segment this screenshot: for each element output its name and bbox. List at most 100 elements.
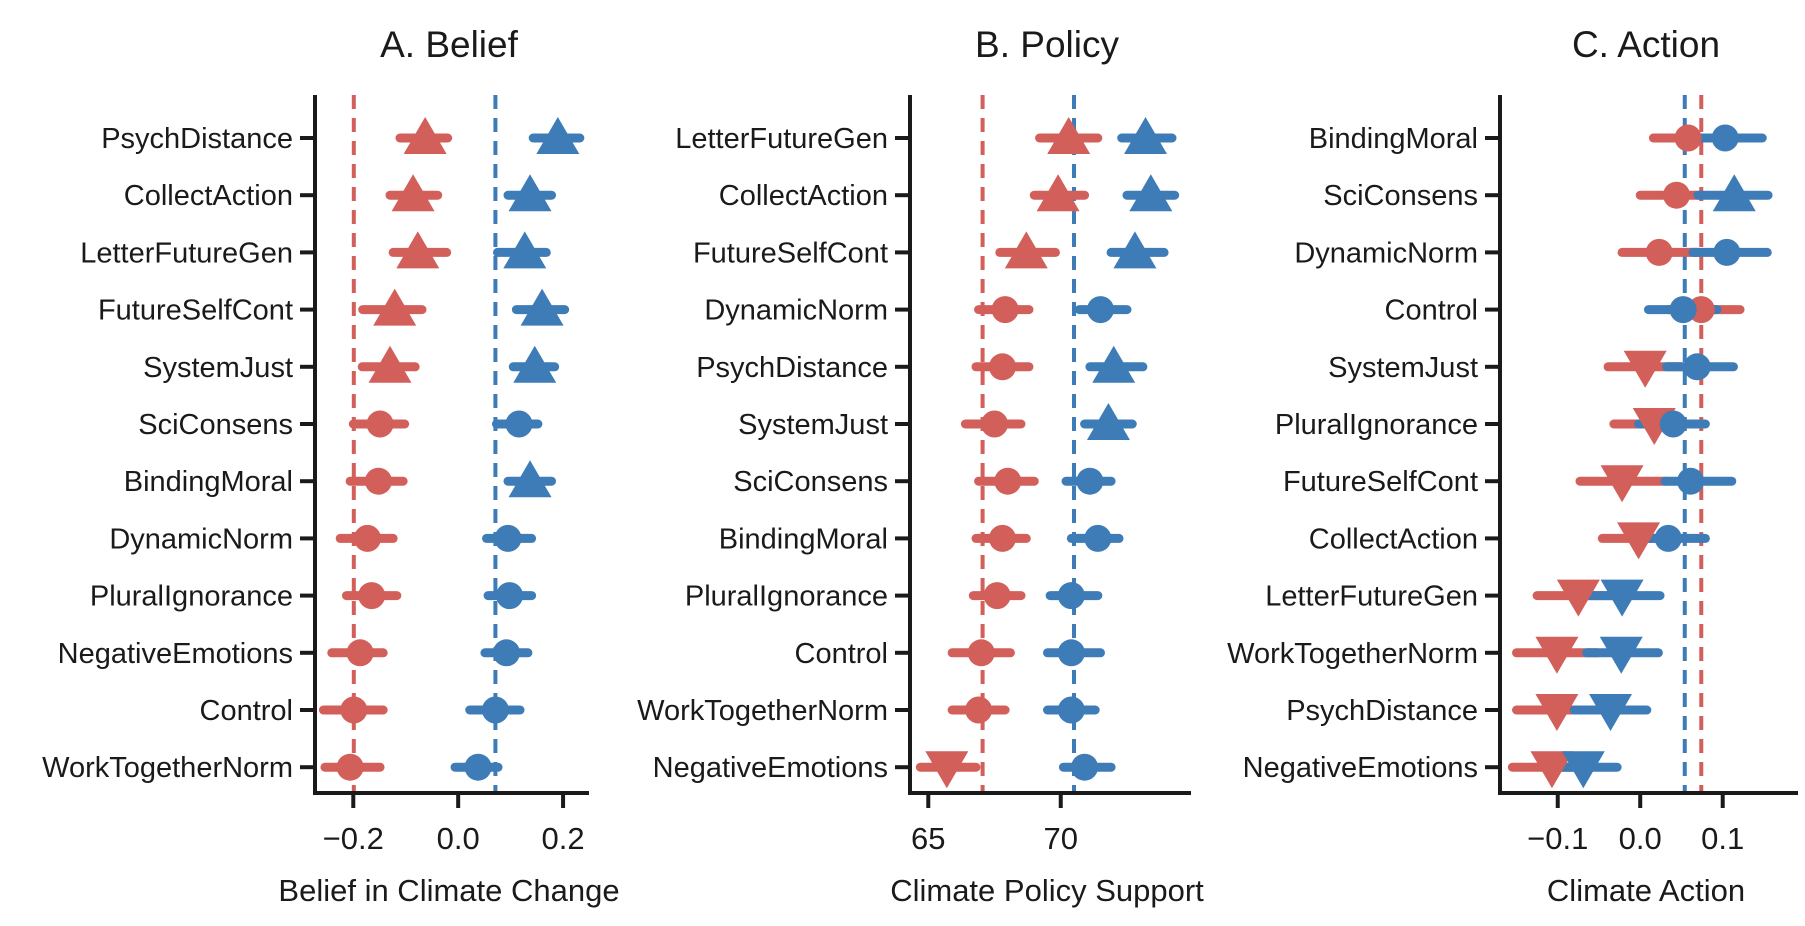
marker-circle-blue (1683, 353, 1711, 381)
x-axis-label-action: Climate Action (1547, 873, 1745, 908)
marker-circle-red (988, 353, 1016, 381)
x-tick-label: 65 (911, 821, 945, 856)
marker-circle-red (965, 696, 993, 724)
category-label: FutureSelfCont (98, 295, 293, 327)
marker-circle-red (967, 639, 995, 667)
category-label: Control (795, 638, 889, 670)
marker-triangle-up-blue (508, 460, 552, 498)
x-tick-label: 0.0 (437, 821, 480, 856)
marker-triangle-up-red (391, 174, 435, 212)
category-label: BindingMoral (124, 466, 293, 498)
marker-triangle-up-red (396, 231, 440, 269)
marker-circle-blue (496, 582, 524, 610)
category-label: WorkTogetherNorm (42, 752, 293, 784)
marker-triangle-down-red (1617, 522, 1661, 560)
category-label: SciConsens (138, 409, 293, 441)
marker-circle-red (364, 467, 392, 495)
category-label: PsychDistance (101, 123, 293, 155)
x-axis-label-belief: Belief in Climate Change (278, 873, 619, 908)
category-label: PluralIgnorance (685, 581, 888, 613)
marker-circle-blue (1677, 467, 1705, 495)
marker-triangle-down-blue (1561, 751, 1605, 789)
category-label: PsychDistance (696, 352, 888, 384)
panel-policy: B. Policy Climate Policy Support 65 70 Let… (637, 24, 1204, 908)
category-label: SystemJust (738, 409, 888, 441)
marker-circle-blue (1071, 753, 1099, 781)
marker-circle-blue (1086, 296, 1114, 324)
marker-triangle-up-blue (1124, 117, 1168, 154)
category-label: NegativeEmotions (653, 752, 888, 784)
marker-circle-red (336, 753, 364, 781)
marker-triangle-down-blue (1600, 579, 1644, 617)
category-label: PluralIgnorance (1275, 409, 1478, 441)
marker-triangle-up-red (1004, 231, 1048, 269)
marker-triangle-down-red (1600, 465, 1644, 503)
marker-circle-red (1674, 124, 1702, 152)
category-label: SciConsens (1323, 180, 1478, 212)
marker-triangle-up-blue (513, 345, 557, 383)
marker-circle-blue (1057, 639, 1085, 667)
category-label: LetterFutureGen (1265, 581, 1478, 613)
marker-circle-red (1645, 238, 1673, 266)
marker-circle-blue (464, 753, 492, 781)
category-label: DynamicNorm (704, 295, 888, 327)
x-tick-label: 0.1 (1701, 821, 1744, 856)
category-label: NegativeEmotions (58, 638, 293, 670)
category-label: BindingMoral (719, 523, 888, 555)
category-label: CollectAction (124, 180, 293, 212)
category-label: CollectAction (1309, 523, 1478, 555)
marker-triangle-down-red (1535, 694, 1579, 731)
x-tick-label: 0.2 (542, 821, 585, 856)
marker-circle-red (994, 467, 1022, 495)
panel-belief: A. Belief Belief in Climate Change −0.2 0… (42, 24, 619, 908)
panel-action: C. Action Climate Action −0.1 0.0 0.1 Bindi… (1227, 24, 1798, 908)
category-label: WorkTogetherNorm (637, 695, 888, 727)
marker-triangle-up-red (1047, 117, 1091, 154)
category-label: LetterFutureGen (675, 123, 888, 155)
marker-triangle-down-red (1556, 579, 1600, 617)
marker-circle-blue (481, 696, 509, 724)
marker-circle-red (346, 639, 374, 667)
category-label: DynamicNorm (1294, 237, 1478, 269)
marker-triangle-up-blue (503, 231, 547, 269)
marker-triangle-down-red (925, 751, 969, 789)
category-label: LetterFutureGen (80, 237, 293, 269)
marker-circle-red (1663, 181, 1691, 209)
category-label: WorkTogetherNorm (1227, 638, 1478, 670)
marker-circle-blue (505, 410, 533, 438)
category-label: DynamicNorm (109, 523, 293, 555)
panel-title-action: C. Action (1572, 24, 1720, 65)
x-axis-label-policy: Climate Policy Support (890, 873, 1204, 908)
plot-area-policy: 65 70 LetterFutureGen CollectAction FutureSe… (637, 95, 1191, 856)
category-label: NegativeEmotions (1243, 752, 1478, 784)
marker-circle-blue (1057, 582, 1085, 610)
marker-triangle-up-red (1036, 174, 1080, 212)
x-tick-label: −0.1 (1527, 821, 1588, 856)
marker-triangle-up-blue (1712, 174, 1756, 212)
marker-circle-red (340, 696, 368, 724)
marker-circle-red (991, 296, 1019, 324)
category-label: SystemJust (1328, 352, 1478, 384)
marker-circle-red (988, 524, 1016, 552)
marker-circle-blue (492, 639, 520, 667)
marker-circle-blue (1713, 238, 1741, 266)
marker-triangle-down-blue (1589, 694, 1633, 731)
marker-triangle-up-blue (1113, 231, 1157, 269)
plot-area-belief: −0.2 0.0 0.2 PsychDistance CollectAction Lett… (42, 95, 589, 856)
marker-circle-red (358, 582, 386, 610)
marker-circle-blue (1654, 524, 1682, 552)
marker-circle-red (353, 524, 381, 552)
marker-triangle-up-blue (1129, 174, 1173, 212)
category-label: PluralIgnorance (90, 581, 293, 613)
category-label: PsychDistance (1286, 695, 1478, 727)
marker-triangle-up-blue (520, 288, 564, 326)
marker-circle-blue (1669, 296, 1697, 324)
marker-triangle-up-blue (508, 174, 552, 212)
x-tick-label: 70 (1044, 821, 1078, 856)
marker-triangle-down-red (1535, 636, 1579, 674)
plot-area-action: −0.1 0.0 0.1 BindingMoral SciConsens DynamicN… (1227, 95, 1798, 856)
category-label: Control (200, 695, 294, 727)
marker-triangle-down-blue (1599, 636, 1643, 674)
marker-triangle-up-red (373, 288, 417, 326)
